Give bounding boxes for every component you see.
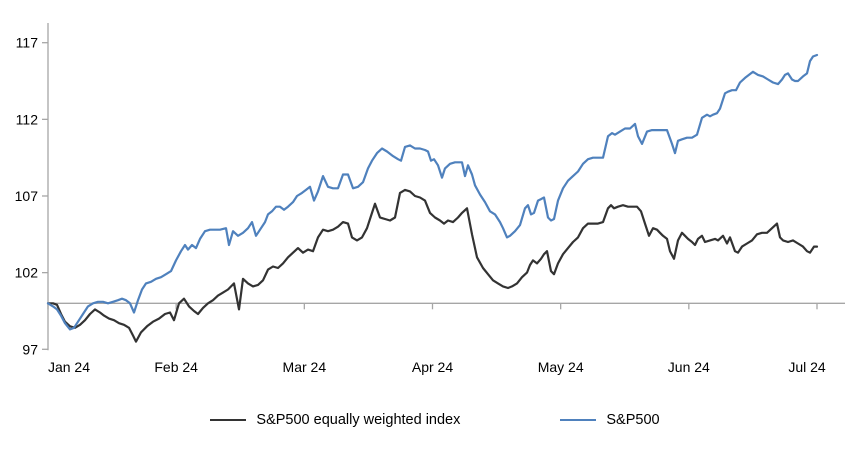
x-tick-label: Jun 24	[668, 359, 710, 375]
x-tick-label: Apr 24	[412, 359, 453, 375]
x-tick-label: Jul 24	[788, 359, 826, 375]
legend-label-sp500-equally-weighted: S&P500 equally weighted index	[256, 412, 461, 428]
y-tick-label: 97	[22, 341, 38, 357]
y-tick-label: 112	[16, 111, 39, 127]
y-tick-label: 102	[15, 265, 39, 281]
series-line-sp500	[46, 53, 819, 331]
legend-line-swatch-blue	[560, 418, 597, 422]
y-tick-label: 107	[15, 188, 39, 204]
x-tick-label: Mar 24	[283, 359, 327, 375]
x-tick-label: Feb 24	[154, 359, 198, 375]
y-tick-label: 117	[16, 35, 39, 51]
series-line-sp500-equally-weighted-index	[46, 188, 819, 343]
chart-area: 117 112 107 102 97 Jan 24 Feb 24 Mar 24 Apr 24 Ma…	[15, 23, 845, 428]
legend-label-sp500: S&P500	[606, 412, 660, 428]
x-tick-label: Jan 24	[48, 359, 90, 375]
legend-line-swatch-dark	[210, 418, 247, 422]
legend-item-sp500-equally-weighted: S&P500 equally weighted index	[210, 412, 460, 428]
legend-item-sp500: S&P500	[560, 412, 660, 428]
x-tick-label: May 24	[538, 359, 584, 375]
chart-legend: S&P500 equally weighted index S&P500	[0, 412, 852, 428]
chart-svg: 117 112 107 102 97 Jan 24 Feb 24 Mar 24 Apr 24 Ma…	[15, 23, 845, 375]
